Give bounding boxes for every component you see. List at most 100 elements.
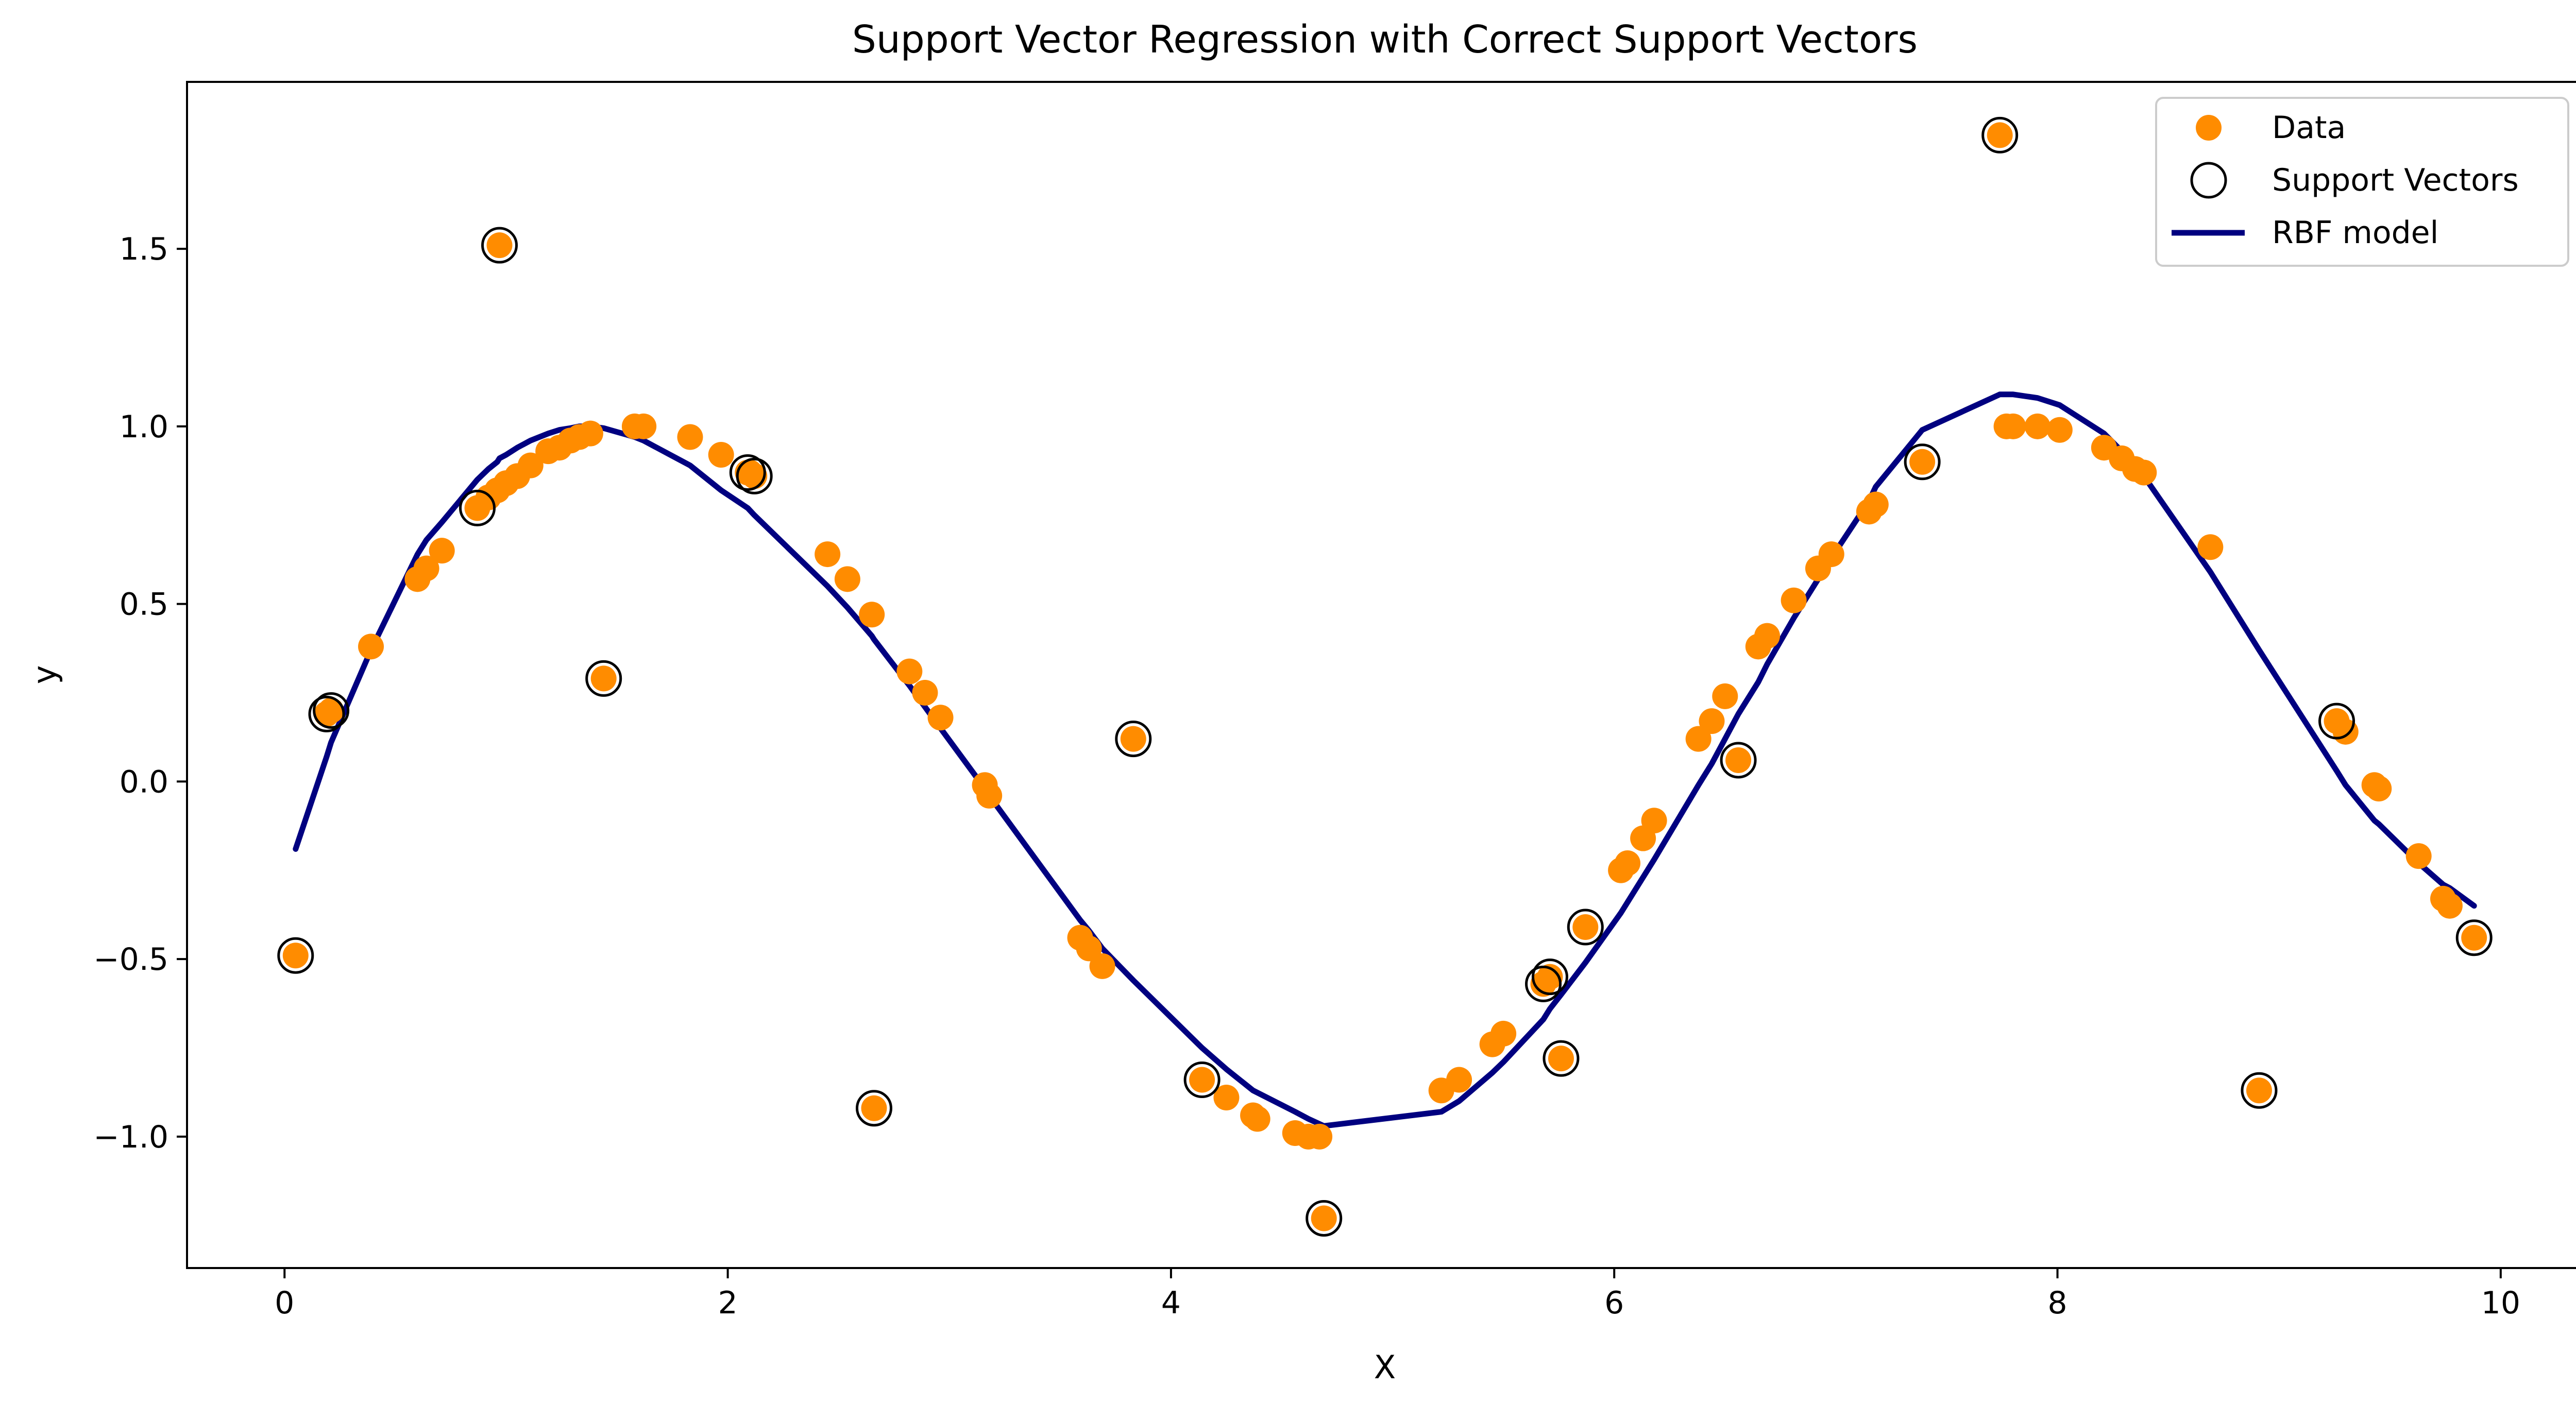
- legend-data-label: Data: [2272, 110, 2346, 146]
- plot-frame: [186, 81, 2576, 1269]
- data-point: [1089, 953, 1115, 979]
- data-point: [1725, 747, 1752, 773]
- data-point: [2000, 413, 2026, 439]
- data-point: [631, 413, 657, 439]
- data-point: [1076, 935, 1102, 962]
- data-point: [677, 424, 703, 450]
- support-vector-marker: [729, 454, 766, 491]
- support-vector-marker: [1306, 1200, 1343, 1237]
- support-vector-marker: [1525, 965, 1562, 1002]
- data-point: [282, 943, 309, 969]
- data-point: [2366, 776, 2392, 802]
- data-point: [1548, 1046, 1574, 1072]
- data-point: [1987, 122, 2013, 148]
- data-point: [1699, 708, 1725, 734]
- data-point: [2436, 893, 2463, 919]
- data-point: [1572, 914, 1599, 940]
- y-axis-label: y: [26, 665, 63, 684]
- support-vector-marker: [1531, 958, 1568, 996]
- data-point: [1446, 1067, 1472, 1093]
- data-point: [815, 541, 841, 568]
- data-point: [1685, 726, 1711, 752]
- support-vector-marker: [308, 695, 345, 732]
- support-vector-marker: [736, 457, 773, 494]
- support-vector-marker: [2241, 1072, 2278, 1109]
- y-tick-label: −0.5: [93, 941, 168, 978]
- data-point: [859, 602, 885, 628]
- x-tick-label: 0: [275, 1285, 294, 1321]
- legend-model-label: RBF model: [2272, 215, 2438, 251]
- data-point: [429, 538, 455, 564]
- support-vector-marker: [1981, 116, 2019, 153]
- data-point: [896, 658, 923, 684]
- support-vector-marker: [1567, 909, 1604, 946]
- data-points-layer: [282, 122, 2487, 1231]
- x-tick-label: 10: [2481, 1285, 2520, 1321]
- y-tick-label: −1.0: [93, 1119, 168, 1155]
- support-vector-marker: [1183, 1061, 1221, 1099]
- data-point: [976, 782, 1003, 809]
- data-point: [1641, 808, 1667, 834]
- data-point: [577, 420, 603, 447]
- legend-support-vector-label: Support Vectors: [2272, 162, 2519, 198]
- data-point: [517, 452, 544, 478]
- data-point: [1189, 1067, 1215, 1093]
- x-tick-label: 2: [718, 1285, 737, 1321]
- legend: Data Support Vectors RBF model: [2155, 97, 2569, 267]
- data-point: [1490, 1020, 1517, 1047]
- data-point: [1307, 1123, 1333, 1150]
- data-point: [2461, 924, 2487, 951]
- data-point: [1862, 491, 1889, 518]
- data-point: [708, 441, 734, 468]
- support-vector-marker: [2455, 919, 2493, 956]
- support-vector-marker: [277, 937, 314, 974]
- legend-data-marker: [2196, 115, 2222, 141]
- data-point: [912, 679, 938, 706]
- data-point: [358, 633, 384, 660]
- data-point: [861, 1095, 887, 1121]
- x-axis-label: X: [1374, 1348, 1396, 1386]
- support-vector-marker: [2318, 703, 2355, 740]
- data-point: [1615, 850, 1641, 876]
- data-point: [1244, 1106, 1270, 1132]
- support-vectors-layer: [277, 116, 2493, 1237]
- data-point: [318, 697, 344, 724]
- y-tick-label: 1.5: [120, 231, 168, 267]
- data-point: [2024, 413, 2050, 439]
- data-point: [2246, 1077, 2272, 1104]
- data-point: [1311, 1205, 1337, 1231]
- support-vector-marker: [1115, 721, 1152, 758]
- data-point: [1120, 726, 1146, 752]
- support-vector-marker: [459, 489, 496, 526]
- y-axis-ticks: −1.0 −0.5 0.0 0.5 1.0 1.5: [93, 231, 187, 1155]
- rbf-model-layer: [293, 391, 2477, 1129]
- support-vector-marker: [313, 692, 350, 729]
- data-point: [2131, 459, 2157, 486]
- data-point: [1537, 964, 1563, 990]
- rbf-model-line: [293, 391, 2477, 1129]
- data-point: [2197, 534, 2224, 560]
- x-axis-ticks: 0 2 4 6 8 10: [275, 1268, 2520, 1321]
- y-tick-label: 0.5: [120, 587, 168, 623]
- chart-title: Support Vector Regression with Correct S…: [852, 18, 1918, 62]
- support-vector-marker: [855, 1090, 892, 1127]
- data-point: [413, 555, 439, 581]
- support-vector-marker: [1720, 742, 1757, 779]
- legend-box: [2155, 97, 2569, 267]
- data-point: [2405, 843, 2432, 869]
- data-point: [486, 232, 513, 259]
- data-point: [590, 665, 617, 692]
- y-tick-label: 0.0: [120, 764, 168, 800]
- support-vector-marker: [481, 227, 518, 264]
- data-point: [1213, 1085, 1240, 1111]
- x-tick-label: 6: [1604, 1285, 1624, 1321]
- y-tick-label: 1.0: [120, 409, 168, 445]
- x-tick-label: 8: [2047, 1285, 2067, 1321]
- support-vector-marker: [1904, 443, 1941, 481]
- data-point: [927, 705, 954, 731]
- data-point: [1818, 541, 1844, 568]
- data-point: [1781, 587, 1807, 613]
- support-vector-marker: [1543, 1040, 1580, 1077]
